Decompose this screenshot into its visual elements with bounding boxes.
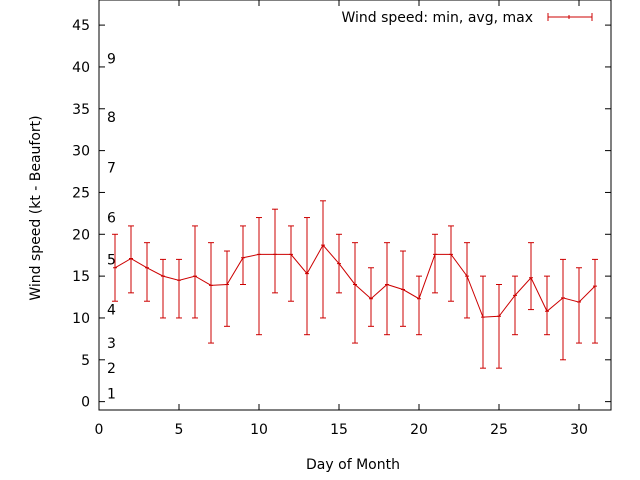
y-tick-label: 5: [81, 353, 90, 369]
beaufort-label: 7: [107, 160, 116, 176]
beaufort-label: 9: [107, 52, 116, 68]
data-point: [145, 265, 149, 270]
plot-frame: [98, 0, 612, 411]
data-point: [545, 309, 549, 314]
legend: Wind speed: min, avg, max: [341, 10, 593, 26]
data-point: [513, 293, 517, 298]
data-point: [465, 274, 469, 279]
x-tick-label: 25: [490, 422, 508, 438]
data-point: [417, 296, 421, 301]
data-point: [241, 255, 245, 260]
beaufort-label: 6: [107, 211, 116, 227]
beaufort-label: 2: [107, 361, 116, 377]
y-tick-label: 20: [72, 227, 90, 243]
x-tick-label: 10: [250, 422, 268, 438]
legend-marker: [567, 15, 571, 19]
data-point: [561, 295, 565, 300]
data-point: [161, 274, 165, 279]
data-point: [337, 261, 341, 266]
data-point: [129, 256, 133, 261]
data-point: [353, 282, 357, 287]
y-tick-label: 25: [72, 185, 90, 201]
beaufort-label: 5: [107, 252, 116, 268]
data-point: [257, 252, 261, 257]
data-point: [113, 265, 117, 270]
data-point: [593, 284, 597, 289]
y-axis-title: Wind speed (kt - Beaufort): [28, 115, 44, 300]
data-point: [481, 315, 485, 320]
data-point: [193, 274, 197, 279]
x-tick-label: 30: [570, 422, 588, 438]
beaufort-label: 4: [107, 303, 116, 319]
data-point: [273, 252, 277, 257]
y-tick-label: 0: [81, 395, 90, 411]
data-point: [321, 243, 325, 248]
x-axis-title: Day of Month: [306, 457, 400, 473]
legend-label: Wind speed: min, avg, max: [341, 10, 533, 26]
data-point: [289, 252, 293, 257]
series-group: [112, 200, 598, 369]
data-point: [401, 287, 405, 292]
data-point: [225, 282, 229, 287]
beaufort-label: 3: [107, 336, 116, 352]
x-tick-label: 20: [410, 422, 428, 438]
data-point: [369, 296, 373, 301]
data-point: [305, 271, 309, 276]
y-tick-label: 10: [72, 311, 90, 327]
data-point: [433, 252, 437, 257]
axis-ticks: [98, 0, 611, 410]
beaufort-label: 8: [107, 110, 116, 126]
x-tick-label: 15: [330, 422, 348, 438]
y-tick-label: 35: [72, 102, 90, 118]
data-point: [529, 275, 533, 280]
data-point: [385, 282, 389, 287]
beaufort-label: 1: [107, 386, 116, 402]
data-point: [577, 300, 581, 305]
data-point: [177, 278, 181, 283]
y-tick-label: 30: [72, 144, 90, 160]
y-tick-labels: 0 5 10 15 20 25 30 35 40 45: [72, 18, 90, 411]
x-tick-labels: 0 5 10 15 20 25 30: [95, 422, 588, 438]
y-tick-label: 40: [72, 60, 90, 76]
y-tick-label: 15: [72, 269, 90, 285]
x-tick-label: 0: [95, 422, 104, 438]
data-point: [209, 283, 213, 288]
data-point: [497, 314, 501, 319]
data-point: [449, 252, 453, 257]
x-tick-label: 5: [175, 422, 184, 438]
y-tick-label: 45: [72, 18, 90, 34]
beaufort-labels: 1 2 3 4 5 6 7 8 9: [107, 52, 116, 403]
